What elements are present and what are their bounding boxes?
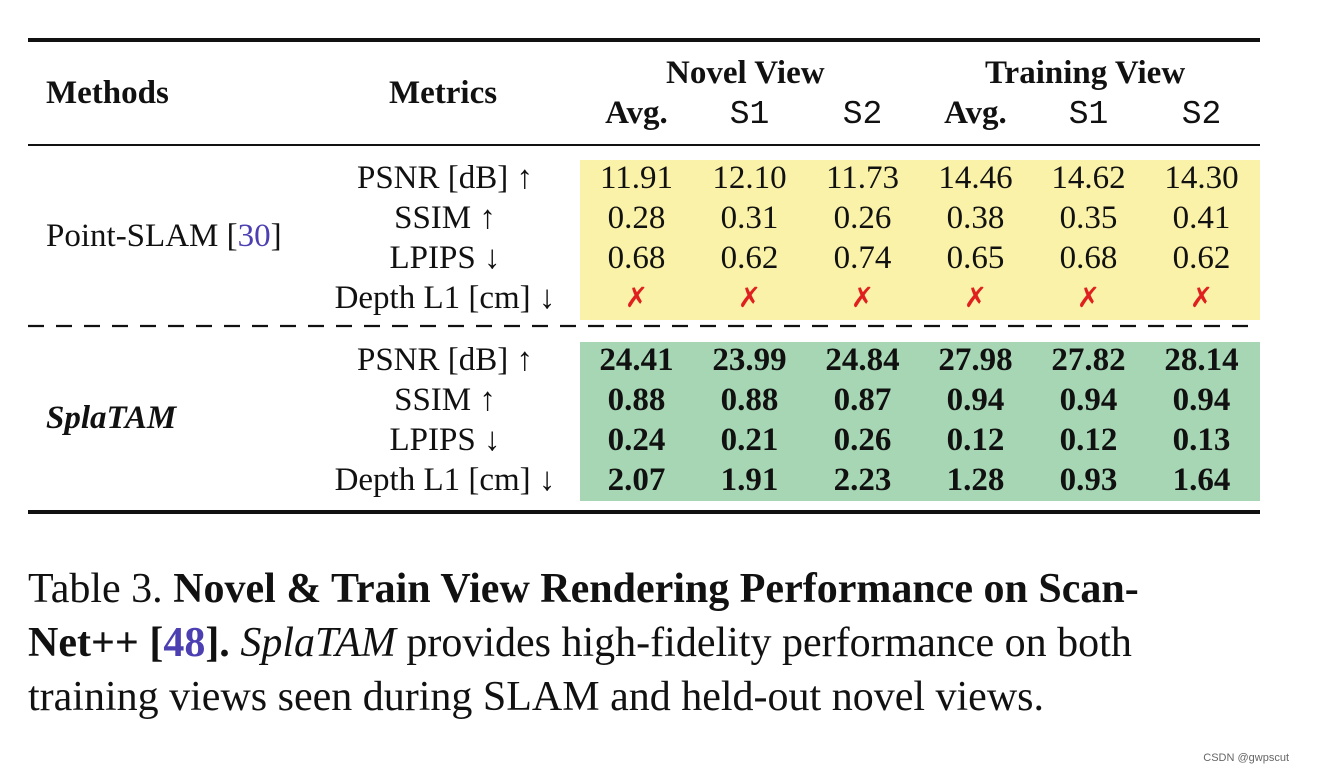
value-cell-training-s1: 0.35 <box>1059 200 1118 236</box>
subheader-training-avg: Avg. <box>944 95 1007 131</box>
metric-psnr: PSNR [dB] ↑ <box>356 160 534 196</box>
caption-body-line1: provides high-fidelity performance on bo… <box>395 620 1132 666</box>
watermark: CSDN @gwpscut <box>1203 752 1289 764</box>
method-splatam: SplaTAM <box>46 400 177 436</box>
value-cell-novel-avg: 2.07 <box>607 462 666 498</box>
subheader-training-s2: S2 <box>1181 96 1222 133</box>
subheader-novel-s2: S2 <box>842 96 883 133</box>
caption-title-cont: Net++ [ <box>28 620 164 666</box>
cross-icon: ✗ <box>737 281 762 314</box>
caption-title-end: ]. <box>205 620 230 666</box>
header-novel-view: Novel View <box>666 55 825 91</box>
value-cell-training-avg: 0.65 <box>946 240 1005 276</box>
value-cell-novel-s2: 11.73 <box>825 160 900 196</box>
method-point-slam: Point-SLAM [30] <box>46 218 282 254</box>
value-cell-novel-avg: 0.24 <box>607 422 666 458</box>
value-cell-novel-s2: 0.87 <box>833 382 892 418</box>
value-cell-training-s1: 0.93 <box>1059 462 1118 498</box>
caption-title: Novel & Train View Rendering Performance… <box>173 566 1139 612</box>
header-metrics: Metrics <box>389 75 498 111</box>
header-methods: Methods <box>46 75 169 111</box>
cross-icon: ✗ <box>1189 281 1214 314</box>
metric-psnr: PSNR [dB] ↑ <box>356 342 534 378</box>
value-cell-novel-s1: 1.91 <box>720 462 779 498</box>
splatam-highlight <box>580 342 1260 501</box>
value-cell-training-s2: 28.14 <box>1164 342 1239 378</box>
table-header-rule <box>28 144 1260 146</box>
cross-icon: ✗ <box>1076 281 1101 314</box>
value-cell-novel-s1: 0.62 <box>720 240 779 276</box>
value-cell-novel-avg: 0.28 <box>607 200 666 236</box>
table-bottom-rule <box>28 510 1260 514</box>
metric-depth-l1: Depth L1 [cm] ↓ <box>334 280 556 316</box>
value-cell-training-avg: 0.12 <box>946 422 1005 458</box>
subheader-novel-avg: Avg. <box>605 95 668 131</box>
value-cell-novel-avg: 0.68 <box>607 240 666 276</box>
value-cell-novel-s2: 0.26 <box>833 422 892 458</box>
value-cell-training-avg: 0.38 <box>946 200 1005 236</box>
table-caption: Table 3. Novel & Train View Rendering Pe… <box>28 562 1228 724</box>
point-slam-highlight <box>580 160 1260 320</box>
metric-ssim: SSIM ↑ <box>394 200 496 236</box>
cross-icon: ✗ <box>850 281 875 314</box>
value-cell-novel-avg: 24.41 <box>599 342 674 378</box>
value-cell-training-avg: 1.28 <box>946 462 1005 498</box>
value-cell-novel-s1: 23.99 <box>712 342 787 378</box>
metric-lpips: LPIPS ↓ <box>389 240 501 276</box>
value-cell-training-s1: 0.94 <box>1059 382 1118 418</box>
value-cell-training-s1: 27.82 <box>1051 342 1126 378</box>
caption-body-line2: training views seen during SLAM and held… <box>28 674 1044 720</box>
value-cell-novel-s2: 0.74 <box>833 240 892 276</box>
value-cell-training-s1: 14.62 <box>1051 160 1126 196</box>
value-cell-training-avg: 27.98 <box>938 342 1013 378</box>
value-cell-novel-s2: 2.23 <box>833 462 892 498</box>
value-cell-training-s2: 0.62 <box>1172 240 1231 276</box>
caption-method: SplaTAM <box>240 620 396 666</box>
table-top-rule <box>28 38 1260 42</box>
value-cell-novel-s1: 0.21 <box>720 422 779 458</box>
value-cell-training-s2: 0.41 <box>1172 200 1231 236</box>
value-cell-training-avg: 14.46 <box>938 160 1013 196</box>
caption-citation-link[interactable]: 48 <box>163 620 206 666</box>
value-cell-training-s2: 14.30 <box>1164 160 1239 196</box>
method-name: Point-SLAM <box>46 218 219 254</box>
value-cell-novel-s2: 24.84 <box>825 342 900 378</box>
value-cell-novel-avg: 11.91 <box>599 160 674 196</box>
value-cell-training-s1: 0.68 <box>1059 240 1118 276</box>
value-cell-novel-s1: 12.10 <box>712 160 787 196</box>
value-cell-novel-s1: 0.88 <box>720 382 779 418</box>
header-training-view: Training View <box>985 55 1186 91</box>
metric-depth-l1: Depth L1 [cm] ↓ <box>334 462 556 498</box>
value-cell-novel-avg: 0.88 <box>607 382 666 418</box>
cross-icon: ✗ <box>963 281 988 314</box>
caption-label: Table 3. <box>28 566 163 612</box>
value-cell-training-s2: 0.13 <box>1172 422 1231 458</box>
metric-lpips: LPIPS ↓ <box>389 422 501 458</box>
value-cell-novel-s1: 0.31 <box>720 200 779 236</box>
value-cell-training-s1: 0.12 <box>1059 422 1118 458</box>
value-cell-training-s2: 1.64 <box>1172 462 1231 498</box>
cross-icon: ✗ <box>624 281 649 314</box>
dashed-separator <box>28 324 1260 328</box>
metric-ssim: SSIM ↑ <box>394 382 496 418</box>
value-cell-training-avg: 0.94 <box>946 382 1005 418</box>
subheader-novel-s1: S1 <box>729 96 770 133</box>
value-cell-novel-s2: 0.26 <box>833 200 892 236</box>
subheader-training-s1: S1 <box>1068 96 1109 133</box>
citation-link[interactable]: 30 <box>237 218 271 254</box>
value-cell-training-s2: 0.94 <box>1172 382 1231 418</box>
